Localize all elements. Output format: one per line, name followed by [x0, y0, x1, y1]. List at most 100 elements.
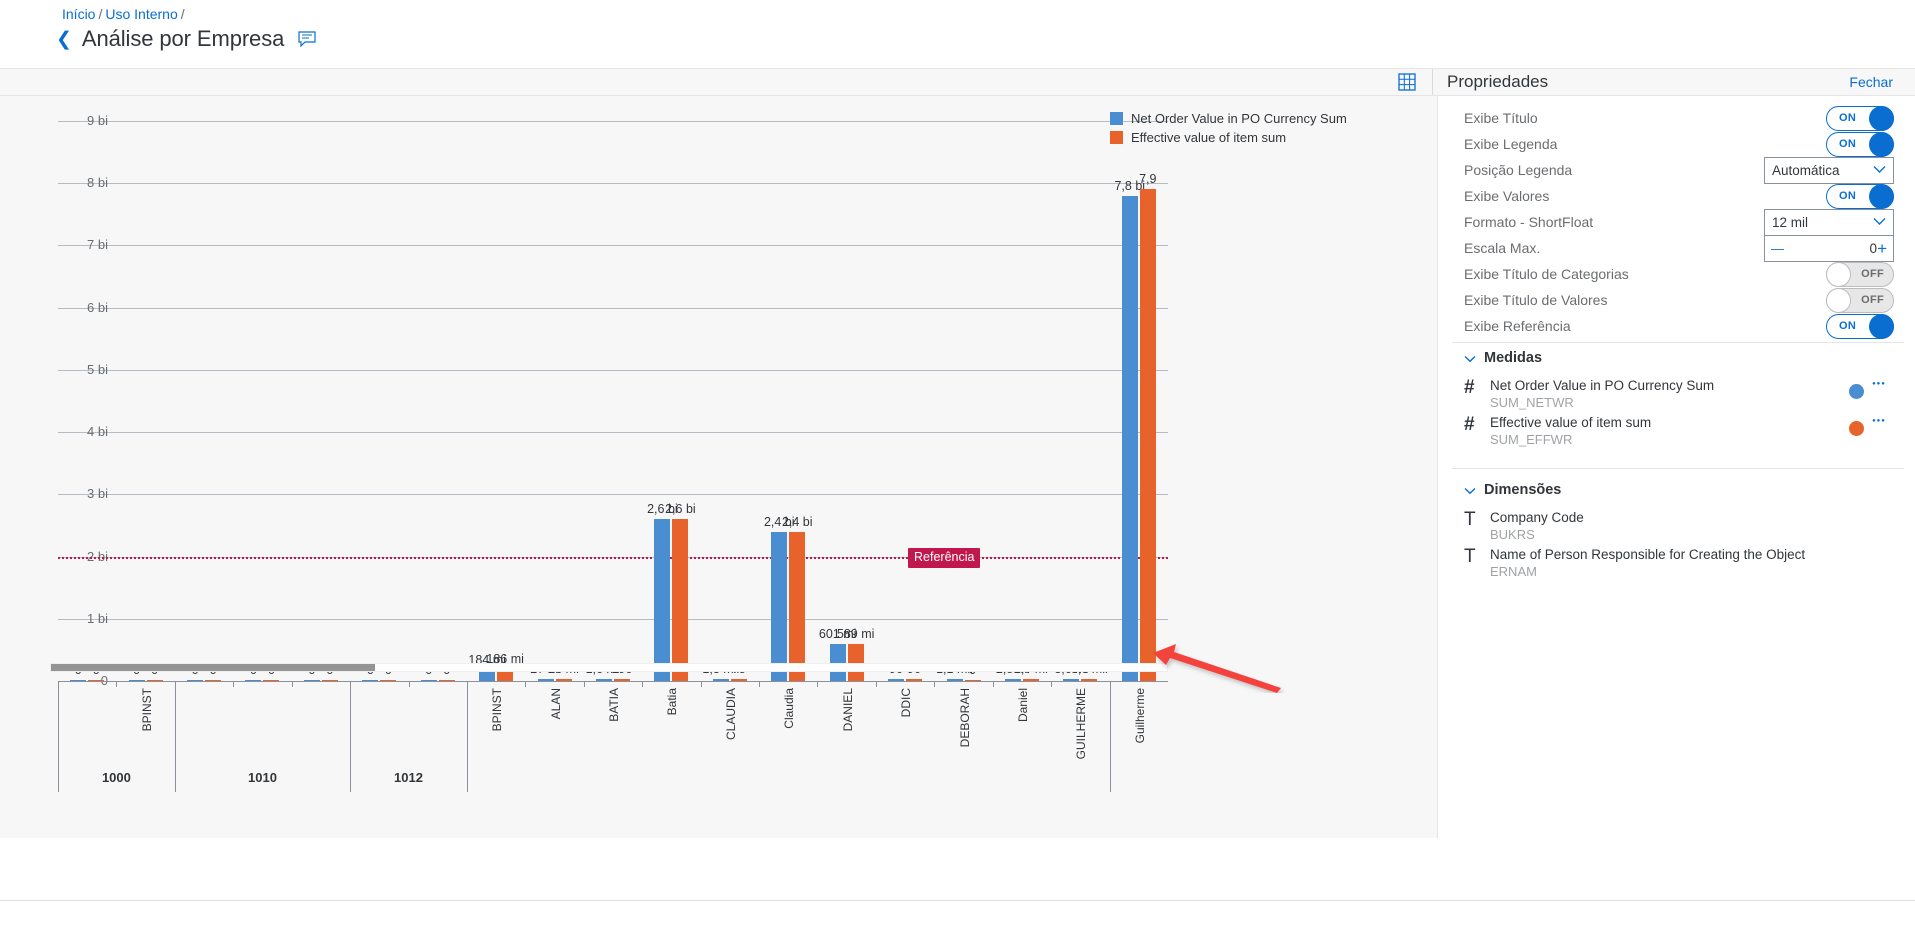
measure-item[interactable]: # Net Order Value in PO Currency Sum SUM_N… [1464, 377, 1894, 412]
chart-bar[interactable] [906, 679, 923, 681]
measure-item[interactable]: # Effective value of item sum SUM_EFFWR ●●● [1464, 414, 1894, 449]
chart-bar[interactable] [730, 679, 747, 681]
chart-panel: 01 bi2 bi3 bi4 bi5 bi6 bi7 bi8 bi9 bi000… [0, 96, 1437, 838]
chart-bar[interactable] [205, 679, 222, 681]
dimension-item[interactable]: T Name of Person Responsible for Creating… [1464, 546, 1894, 581]
dimensions-section-header[interactable]: Dimensões [1464, 482, 1561, 498]
stepper-value[interactable]: 0 [1869, 240, 1878, 256]
chart-bar[interactable] [1139, 189, 1156, 681]
number-stepper[interactable]: — 0 + [1764, 234, 1894, 262]
measure-color-dot[interactable] [1849, 421, 1864, 436]
x-axis-tick [642, 682, 644, 687]
x-axis-tick [350, 682, 352, 687]
x-axis-category-label: Guilherme [1132, 688, 1147, 744]
property-label: Exibe Título de Categorias [1464, 266, 1629, 282]
overflow-menu-icon[interactable]: ●●● [1872, 381, 1886, 387]
chart-bar[interactable] [303, 679, 320, 681]
chart-gridline [58, 183, 1168, 185]
stepper-increment-button[interactable]: + [1877, 238, 1887, 258]
chart-bar[interactable] [596, 679, 612, 681]
chart-bar[interactable] [888, 679, 905, 681]
page-header: Início / Uso Interno / ❮ Análise por Empres… [0, 0, 1915, 68]
toggle-switch[interactable]: ON [1826, 183, 1894, 209]
reference-line [58, 556, 1168, 559]
close-panel-link[interactable]: Fechar [1849, 74, 1893, 90]
x-axis-tick [116, 682, 118, 687]
chart-bar[interactable] [1004, 679, 1021, 681]
chart-bar[interactable] [420, 679, 437, 681]
y-axis-tick-label: 4 bi [87, 424, 108, 440]
bar-value-label: 589 mi [836, 627, 875, 642]
chart-bar[interactable] [187, 679, 204, 681]
chart-bar[interactable] [321, 679, 338, 681]
chart-legend: Net Order Value in PO Currency Sum Effect… [1110, 111, 1347, 149]
legend-item[interactable]: Effective value of item sum [1110, 130, 1347, 145]
comment-icon[interactable] [298, 31, 316, 47]
x-axis-category-label: DANIEL [840, 688, 855, 732]
x-axis-tick [875, 682, 877, 687]
bar-value-label: 7,8 bi [1114, 178, 1146, 193]
breadcrumb-item-home[interactable]: Início [62, 6, 96, 22]
chart-bar[interactable] [497, 669, 514, 681]
dropdown-select[interactable]: Automática [1764, 156, 1894, 184]
chart-bar[interactable] [771, 531, 788, 681]
chart-bar[interactable] [438, 679, 455, 681]
chart-bar[interactable] [362, 679, 379, 681]
x-axis-group-separator [1109, 682, 1111, 792]
dropdown-selected-value: 12 mil [1772, 214, 1809, 230]
toggle-switch[interactable]: OFF [1826, 287, 1894, 313]
breadcrumb-item-uso-interno[interactable]: Uso Interno [105, 6, 178, 22]
chart-bar[interactable] [245, 679, 262, 681]
toggle-switch[interactable]: ON [1826, 313, 1894, 339]
chart-bar[interactable] [263, 679, 280, 681]
chart-bar[interactable] [479, 669, 496, 681]
x-axis-category-label: Daniel [1015, 688, 1030, 723]
chart-bar[interactable] [672, 519, 689, 681]
chart-bar[interactable] [555, 679, 572, 681]
table-grid-icon[interactable] [1394, 70, 1420, 94]
chart-bar[interactable] [946, 679, 963, 681]
hash-icon: # [1464, 377, 1475, 398]
x-axis-category-label: BPINST [139, 688, 154, 732]
chart-bar[interactable] [654, 519, 671, 681]
section-divider [1452, 342, 1904, 343]
chart-bar[interactable] [789, 531, 806, 681]
chart-bar[interactable] [380, 679, 397, 681]
chart-bar[interactable] [614, 679, 630, 681]
chart-bar[interactable] [712, 679, 729, 681]
chart-bar[interactable] [1022, 679, 1039, 681]
chart-gridline [58, 369, 1168, 371]
chart-bar[interactable] [1063, 679, 1080, 681]
measure-color-dot[interactable] [1849, 384, 1864, 399]
chart-bar[interactable] [537, 679, 554, 681]
x-axis-category-label: GUILHERME [1074, 688, 1089, 760]
toggle-switch[interactable]: OFF [1826, 261, 1894, 287]
chart-bar[interactable] [146, 679, 163, 681]
dimension-item[interactable]: T Company Code BUKRS [1464, 509, 1894, 544]
x-axis-tick [291, 682, 293, 687]
scrollbar-thumb[interactable] [51, 664, 376, 671]
chart-horizontal-scrollbar[interactable] [50, 663, 1168, 672]
chart-bar[interactable] [88, 679, 105, 681]
legend-item[interactable]: Net Order Value in PO Currency Sum [1110, 111, 1347, 126]
overflow-menu-icon[interactable]: ●●● [1872, 418, 1886, 424]
dropdown-select[interactable]: 12 mil [1764, 208, 1894, 236]
measures-section-header[interactable]: Medidas [1464, 350, 1542, 366]
x-axis-tick [233, 682, 235, 687]
x-axis-category-label: BPINST [490, 688, 505, 732]
toggle-switch[interactable]: ON [1826, 131, 1894, 157]
stepper-decrement-button[interactable]: — [1771, 240, 1784, 256]
chart-bar[interactable] [70, 679, 87, 681]
text-type-icon: T [1464, 509, 1476, 530]
y-axis-tick-label: 8 bi [87, 175, 108, 191]
footer-bar: Navegar Limite para Valor Linha de Refer… [0, 910, 1915, 946]
toggle-switch[interactable]: ON [1826, 105, 1894, 131]
page-title: Análise por Empresa [81, 26, 285, 51]
chart-bar[interactable] [128, 679, 145, 681]
chart-bar[interactable] [964, 679, 981, 681]
x-axis-category-row: BPINST BPINST ALAN BATIA Batia CLAUDIA Claudia… [58, 682, 1168, 772]
chevron-left-icon[interactable]: ❮ [56, 28, 72, 50]
chart-bar[interactable] [1081, 679, 1098, 681]
chart-bar[interactable] [1121, 195, 1138, 681]
chevron-down-icon [1873, 161, 1886, 179]
